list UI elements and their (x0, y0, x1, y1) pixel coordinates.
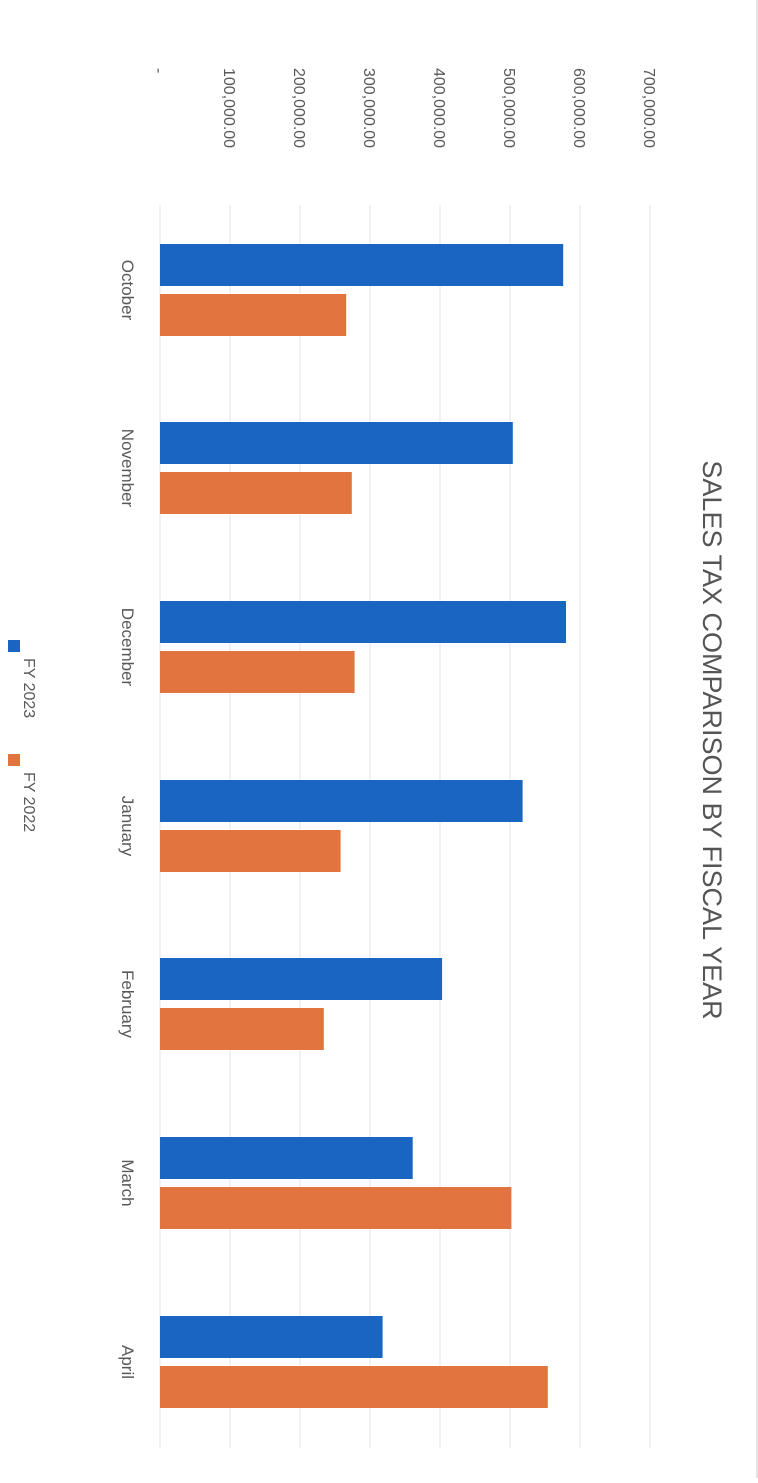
category-label: February (118, 970, 137, 1039)
value-tick-label: - (150, 68, 167, 73)
category-label: December (118, 608, 137, 687)
bar-fy-2023 (160, 1316, 383, 1358)
value-tick-label: 600,000.00 (570, 68, 587, 148)
legend-label: FY 2022 (20, 772, 37, 832)
bars (160, 244, 566, 1408)
value-tick-label: 200,000.00 (290, 68, 307, 148)
bar-fy-2022 (160, 1366, 548, 1408)
bar-fy-2023 (160, 422, 513, 464)
chart-title: SALES TAX COMPARISON BY FISCAL YEAR (697, 460, 727, 1019)
value-tick-label: 500,000.00 (500, 68, 517, 148)
bar-fy-2022 (160, 472, 352, 514)
legend-label: FY 2023 (20, 658, 37, 718)
bar-fy-2023 (160, 601, 566, 643)
value-tick-label: 400,000.00 (430, 68, 447, 148)
bar-fy-2023 (160, 244, 564, 286)
value-tick-label: 300,000.00 (360, 68, 377, 148)
category-label: October (118, 260, 137, 321)
bar-fy-2023 (160, 780, 523, 822)
bar-fy-2022 (160, 1187, 512, 1229)
bar-fy-2023 (160, 958, 443, 1000)
legend-swatch (8, 640, 20, 652)
value-tick-label: 700,000.00 (640, 68, 657, 148)
legend: FY 2023 FY 2022 (8, 640, 37, 832)
category-label: November (118, 429, 137, 508)
category-axis-labels: October November December January February Ma… (118, 260, 137, 1379)
category-label: April (118, 1345, 137, 1379)
value-tick-label: 100,000.00 (220, 68, 237, 148)
bar-fy-2022 (160, 651, 355, 693)
category-label: January (118, 796, 137, 857)
legend-swatch (8, 754, 20, 766)
bar-fy-2023 (160, 1137, 413, 1179)
bar-fy-2022 (160, 294, 347, 336)
bar-fy-2022 (160, 1008, 324, 1050)
category-label: March (118, 1159, 137, 1206)
gridlines (159, 205, 651, 1448)
value-axis-ticks: - 100,000.00 200,000.00 300,000.00 400,000.0… (150, 68, 657, 148)
bar-fy-2022 (160, 830, 341, 872)
